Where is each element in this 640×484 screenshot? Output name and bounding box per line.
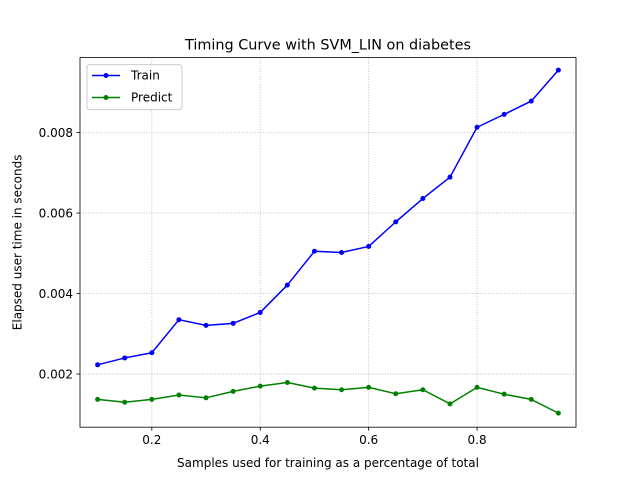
- data-point-train: [149, 350, 155, 356]
- data-point-predict: [311, 385, 317, 391]
- data-point-train: [95, 362, 101, 368]
- data-point-train: [203, 322, 209, 328]
- data-point-predict: [501, 391, 507, 397]
- plot-area: [80, 57, 576, 428]
- data-point-predict: [176, 392, 182, 398]
- legend: Train Predict: [86, 64, 183, 111]
- x-tick-label: 0.4: [251, 433, 270, 447]
- data-point-predict: [555, 410, 561, 416]
- series-line-predict: [97, 381, 559, 414]
- data-point-predict: [203, 395, 209, 401]
- data-point-train: [501, 111, 507, 117]
- x-tick-label: 0.2: [142, 433, 161, 447]
- legend-marker-train: [103, 73, 109, 78]
- data-point-train: [366, 243, 372, 249]
- data-point-train: [176, 317, 182, 323]
- data-point-predict: [257, 383, 263, 389]
- data-point-predict: [393, 391, 399, 397]
- data-point-predict: [528, 396, 534, 402]
- data-point-train: [528, 98, 534, 104]
- plot-frame: [79, 57, 577, 428]
- data-point-predict: [230, 388, 236, 394]
- data-point-train: [122, 355, 128, 361]
- y-axis-label: Elapsed user time in seconds: [11, 155, 25, 331]
- data-point-train: [230, 320, 236, 326]
- legend-label-predict: Predict: [131, 91, 173, 105]
- data-point-train: [257, 309, 263, 315]
- data-point-predict: [366, 384, 372, 390]
- grid-layer: [80, 57, 576, 428]
- x-axis-label: Samples used for training as a percentag…: [177, 456, 479, 470]
- y-tick-label: 0.006: [39, 206, 73, 220]
- data-point-train: [474, 124, 480, 130]
- data-point-predict: [339, 387, 345, 393]
- data-point-train: [311, 248, 317, 254]
- data-point-predict: [447, 401, 453, 407]
- x-tick-label: 0.8: [468, 433, 487, 447]
- y-tick-label: 0.008: [39, 126, 73, 140]
- y-tick-label: 0.002: [39, 367, 73, 381]
- data-point-train: [339, 249, 345, 255]
- x-tick-label: 0.6: [359, 433, 378, 447]
- data-point-predict: [474, 384, 480, 390]
- series-layer: [95, 67, 561, 416]
- data-point-predict: [284, 380, 290, 386]
- y-tick-label: 0.004: [39, 287, 73, 301]
- chart-title: Timing Curve with SVM_LIN on diabetes: [184, 38, 471, 54]
- data-point-predict: [149, 396, 155, 402]
- tick-layer: 0.2 0.4 0.6 0.8 0.002 0.004 0.006 0.008: [39, 126, 487, 447]
- data-point-predict: [95, 396, 101, 402]
- data-point-predict: [420, 387, 426, 393]
- data-point-predict: [122, 399, 128, 405]
- data-point-train: [284, 282, 290, 288]
- legend-label-train: Train: [130, 69, 160, 83]
- data-point-train: [447, 174, 453, 180]
- legend-marker-predict: [103, 95, 109, 100]
- data-point-train: [420, 196, 426, 202]
- data-point-train: [393, 219, 399, 225]
- series-line-train: [97, 69, 559, 366]
- data-point-train: [555, 67, 561, 73]
